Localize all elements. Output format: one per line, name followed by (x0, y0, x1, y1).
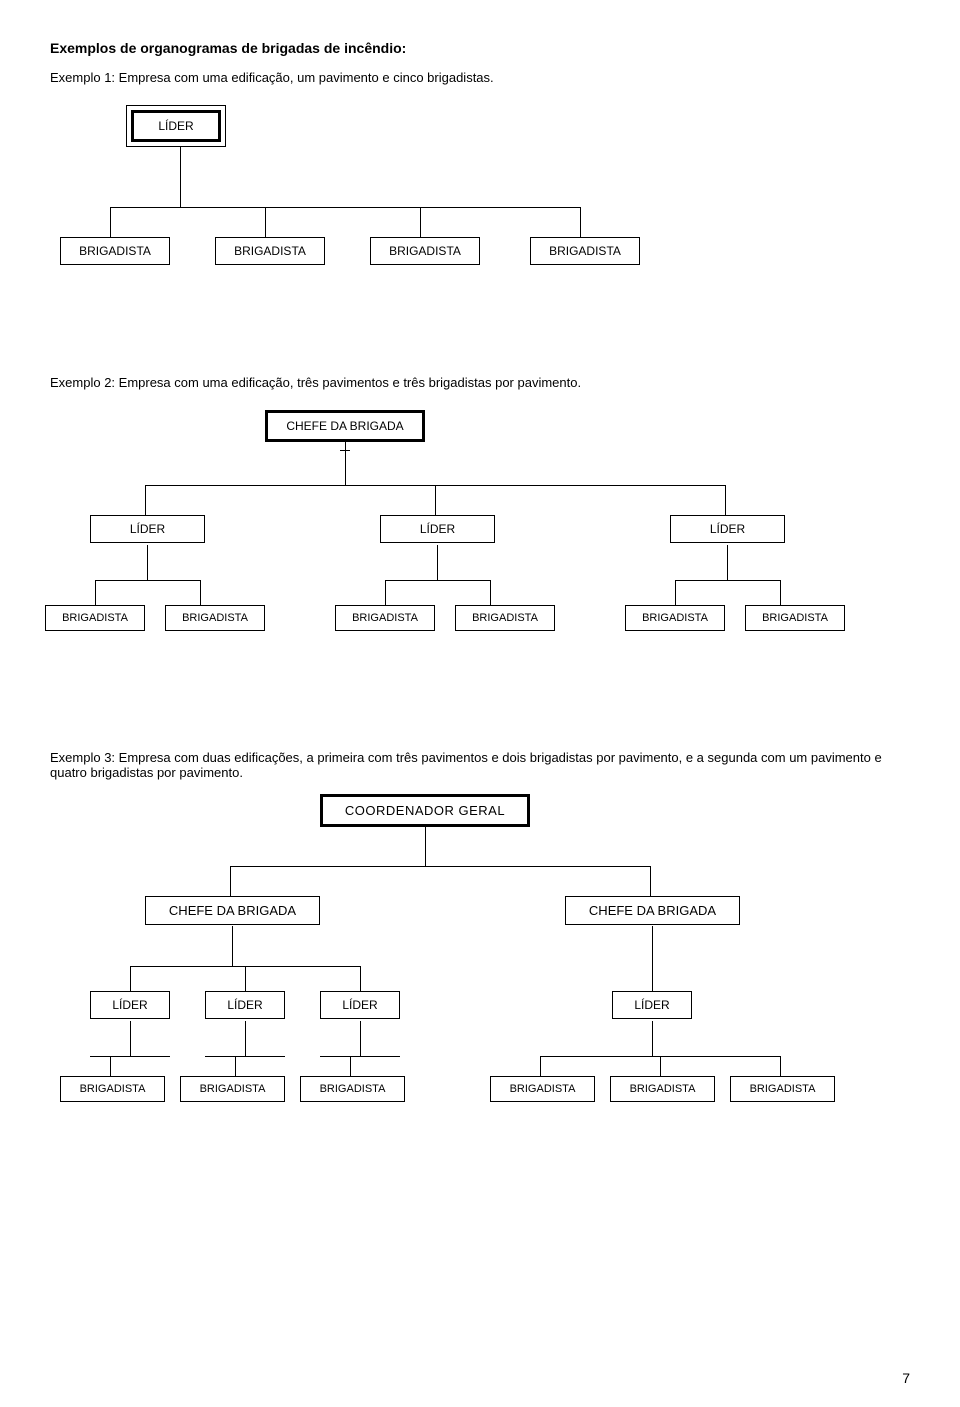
leader-box: LÍDER (90, 515, 205, 543)
brigadista-box: BRIGADISTA (490, 1076, 595, 1102)
chefe-box: CHEFE DA BRIGADA (265, 410, 425, 442)
leader-box: LÍDER (670, 515, 785, 543)
brigadista-box: BRIGADISTA (335, 605, 435, 631)
brigadista-box: BRIGADISTA (60, 237, 170, 265)
leader-box: LÍDER (380, 515, 495, 543)
page-title: Exemplos de organogramas de brigadas de … (50, 40, 920, 56)
example3-caption: Exemplo 3: Empresa com duas edificações,… (50, 750, 920, 780)
leader-box: LÍDER (205, 991, 285, 1019)
org-chart-3: COORDENADOR GERAL CHEFE DA BRIGADA CHEFE… (50, 794, 930, 1164)
chefe-box: CHEFE DA BRIGADA (565, 896, 740, 925)
leader-box-outer: LÍDER (126, 105, 226, 147)
leader-box: LÍDER (612, 991, 692, 1019)
org-chart-1: LÍDER BRIGADISTA BRIGADISTA BRIGADISTA B… (50, 105, 710, 325)
brigadista-box: BRIGADISTA (45, 605, 145, 631)
org-chart-2: CHEFE DA BRIGADA LÍDER LÍDER LÍDER BRIGA… (50, 410, 930, 700)
brigadista-box: BRIGADISTA (300, 1076, 405, 1102)
leader-box: LÍDER (131, 110, 221, 142)
coordinator-box: COORDENADOR GERAL (320, 794, 530, 827)
brigadista-box: BRIGADISTA (215, 237, 325, 265)
example1-caption: Exemplo 1: Empresa com uma edificação, u… (50, 70, 920, 85)
brigadista-box: BRIGADISTA (455, 605, 555, 631)
brigadista-box: BRIGADISTA (625, 605, 725, 631)
brigadista-box: BRIGADISTA (370, 237, 480, 265)
brigadista-box: BRIGADISTA (60, 1076, 165, 1102)
leader-box: LÍDER (90, 991, 170, 1019)
chefe-box: CHEFE DA BRIGADA (145, 896, 320, 925)
brigadista-box: BRIGADISTA (180, 1076, 285, 1102)
leader-box: LÍDER (320, 991, 400, 1019)
brigadista-box: BRIGADISTA (610, 1076, 715, 1102)
brigadista-box: BRIGADISTA (730, 1076, 835, 1102)
brigadista-box: BRIGADISTA (530, 237, 640, 265)
brigadista-box: BRIGADISTA (165, 605, 265, 631)
example2-caption: Exemplo 2: Empresa com uma edificação, t… (50, 375, 920, 390)
page-number: 7 (902, 1370, 910, 1386)
brigadista-box: BRIGADISTA (745, 605, 845, 631)
